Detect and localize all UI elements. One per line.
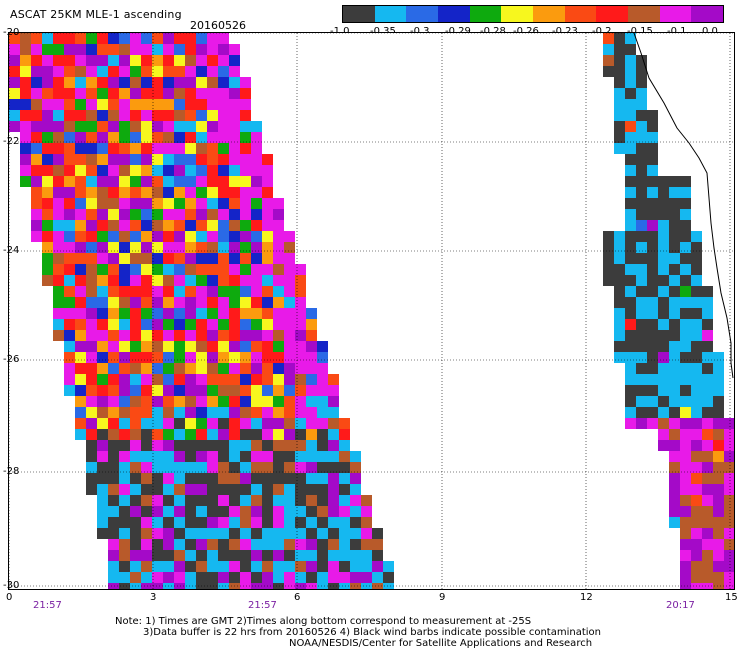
lat-label: -24 xyxy=(3,245,20,256)
lat-label: -28 xyxy=(3,466,20,477)
note-line-2: 3)Data buffer is 22 hrs from 20160526 4)… xyxy=(143,627,601,638)
color-scale-segment xyxy=(564,6,597,22)
scale-label: -0.2 xyxy=(592,26,612,37)
color-scale-labels: -1.0 -0.35 -0.3 -0.29 -0.28 -0.26 -0.23 … xyxy=(330,26,730,38)
color-scale-segment xyxy=(343,6,375,22)
lon-label: 9 xyxy=(439,592,446,603)
note-line-1: Note: 1) Times are GMT 2)Times along bot… xyxy=(115,616,532,627)
scale-label: -0.1 xyxy=(667,26,687,37)
map-plot-area xyxy=(8,32,735,590)
color-scale-segment xyxy=(628,6,660,22)
scatterometer-swath-map xyxy=(9,33,734,589)
scale-label: -0.29 xyxy=(445,26,471,37)
lat-label: -20 xyxy=(3,27,20,38)
color-scale-segment xyxy=(691,6,724,22)
coastline xyxy=(633,33,734,379)
lon-label: 0 xyxy=(6,592,13,603)
lat-label: -26 xyxy=(3,354,20,365)
color-scale-segment xyxy=(438,6,470,22)
color-scale-segment xyxy=(596,6,629,22)
lat-label: -22 xyxy=(3,136,20,147)
scale-label: 0.0 xyxy=(702,26,718,37)
color-scale-segment xyxy=(533,6,565,22)
color-scale-bar xyxy=(342,5,724,23)
scale-label: -0.23 xyxy=(552,26,578,37)
pass-time-label: 21:57 xyxy=(33,600,62,611)
scale-label: -0.26 xyxy=(513,26,539,37)
lon-label: 15 xyxy=(725,592,738,603)
color-scale-segment xyxy=(469,6,502,22)
pass-time-label: 21:57 xyxy=(248,600,277,611)
color-scale-segment xyxy=(406,6,439,22)
color-scale-segment xyxy=(501,6,534,22)
lon-label: 3 xyxy=(150,592,157,603)
lon-label: 12 xyxy=(580,592,593,603)
scale-label: -0.15 xyxy=(627,26,653,37)
scale-label: -0.35 xyxy=(370,26,396,37)
note-line-3: NOAA/NESDIS/Center for Satellite Applica… xyxy=(289,638,593,649)
product-date: 20160526 xyxy=(190,19,246,32)
color-scale-segment xyxy=(659,6,692,22)
scale-label: -1.0 xyxy=(330,26,350,37)
scale-label: -0.3 xyxy=(410,26,430,37)
lat-label: -30 xyxy=(3,580,20,591)
lon-label: 6 xyxy=(294,592,301,603)
color-scale-segment xyxy=(374,6,407,22)
scale-label: -0.28 xyxy=(480,26,506,37)
product-title: ASCAT 25KM MLE-1 ascending xyxy=(10,8,182,21)
pass-time-label: 20:17 xyxy=(666,600,695,611)
